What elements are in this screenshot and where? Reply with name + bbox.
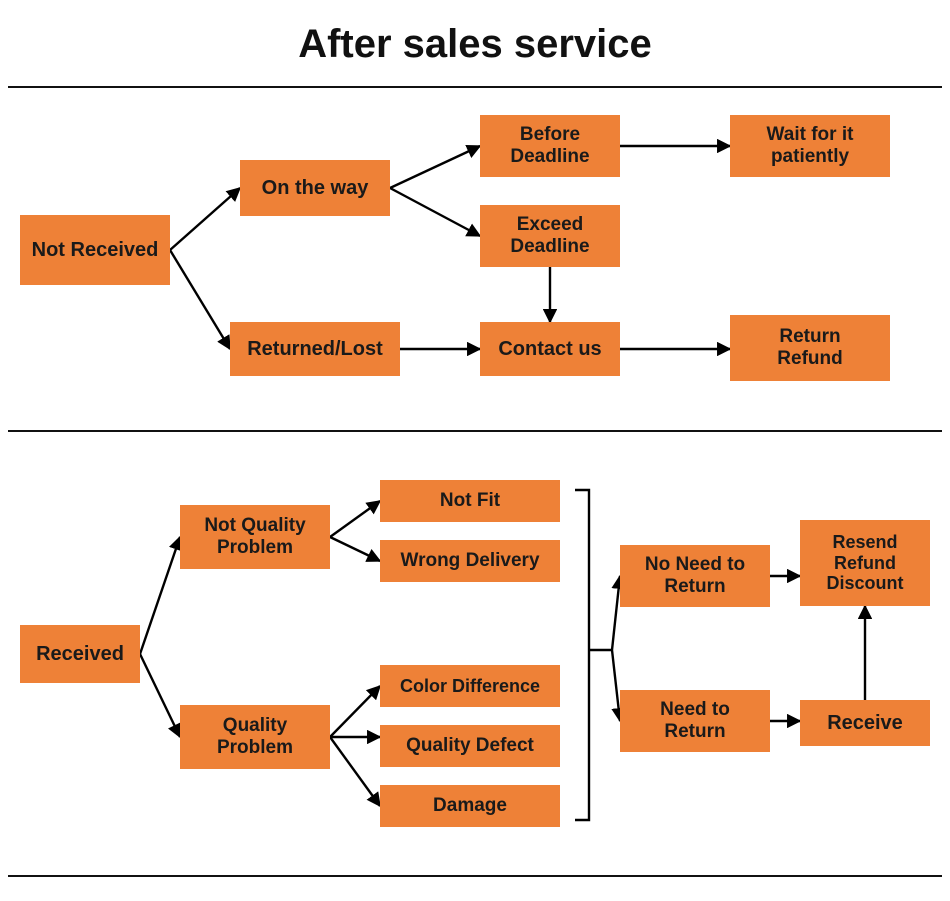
divider xyxy=(8,430,942,432)
page-title: After sales service xyxy=(0,22,950,67)
flow-node-need-return: Need toReturn xyxy=(620,690,770,752)
flow-node-wrong-delivery: Wrong Delivery xyxy=(380,540,560,582)
flow-node-on-the-way: On the way xyxy=(240,160,390,216)
flow-node-contact-us: Contact us xyxy=(480,322,620,376)
divider xyxy=(8,86,942,88)
flow-node-before-deadline: BeforeDeadline xyxy=(480,115,620,177)
flow-node-return-refund: ReturnRefund xyxy=(730,315,890,381)
flow-node-not-received: Not Received xyxy=(20,215,170,285)
flow-node-no-need-return: No Need toReturn xyxy=(620,545,770,607)
flow-node-qp: QualityProblem xyxy=(180,705,330,769)
flow-node-resend-refund: ResendRefundDiscount xyxy=(800,520,930,606)
flow-node-received: Received xyxy=(20,625,140,683)
flow-node-receive: Receive xyxy=(800,700,930,746)
flow-node-returned-lost: Returned/Lost xyxy=(230,322,400,376)
flow-node-not-fit: Not Fit xyxy=(380,480,560,522)
flow-node-wait-patiently: Wait for itpatiently xyxy=(730,115,890,177)
flow-node-quality-defect: Quality Defect xyxy=(380,725,560,767)
flow-node-not-qp: Not QualityProblem xyxy=(180,505,330,569)
flow-node-damage: Damage xyxy=(380,785,560,827)
flow-node-exceed-deadline: ExceedDeadline xyxy=(480,205,620,267)
flow-node-color-diff: Color Difference xyxy=(380,665,560,707)
divider xyxy=(8,875,942,877)
